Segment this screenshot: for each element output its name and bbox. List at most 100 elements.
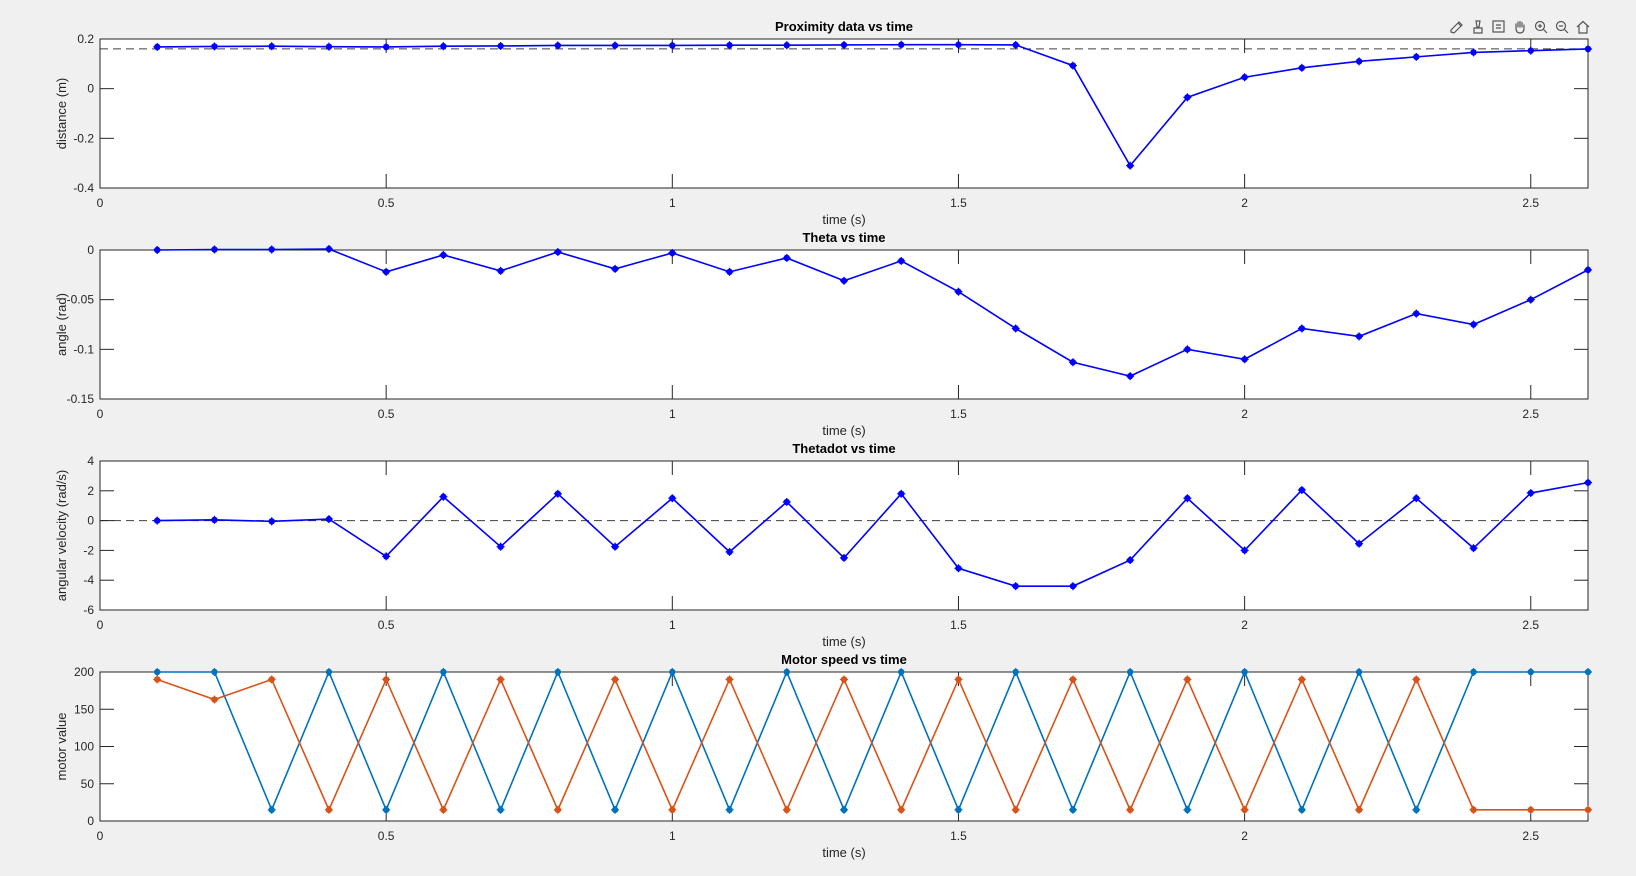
data-point	[1011, 668, 1020, 676]
data-point	[1355, 332, 1364, 341]
data-point	[553, 489, 562, 498]
data-point	[382, 42, 391, 51]
data-point	[1240, 805, 1249, 814]
data-point	[1068, 61, 1077, 70]
x-tick-label: 2.5	[1522, 196, 1539, 210]
x-tick-label: 0.5	[378, 829, 395, 843]
x-tick-label: 1	[669, 196, 676, 210]
data-point	[1526, 46, 1535, 55]
data-point	[1584, 668, 1592, 676]
axes-box	[99, 249, 1589, 400]
data-point	[725, 547, 734, 556]
data-point	[840, 40, 848, 49]
data-point	[1469, 48, 1478, 57]
data-point	[210, 245, 219, 254]
data-point	[1526, 805, 1535, 814]
data-point	[725, 41, 734, 50]
y-tick-label: 0	[87, 243, 94, 257]
x-tick-label: 1	[669, 829, 676, 843]
y-tick-label: 100	[74, 740, 94, 754]
data-point	[668, 805, 677, 814]
data-point	[1526, 295, 1535, 304]
data-point	[897, 40, 906, 49]
data-point	[897, 668, 906, 676]
data-point	[954, 675, 963, 684]
data-point	[725, 267, 734, 276]
data-point	[496, 675, 505, 684]
data-point	[1355, 805, 1364, 814]
pan-hand-icon[interactable]	[1511, 18, 1529, 36]
data-point	[553, 668, 562, 676]
data-point	[897, 256, 906, 265]
series-line-2	[156, 677, 1588, 812]
data-brush-icon[interactable]	[1469, 18, 1487, 36]
x-tick-label: 0	[97, 618, 104, 632]
chart-panel-4: 0 0.5 1 1.5 2 2.5 0 50 100 150 200 Motor speed vs t…	[54, 652, 1592, 860]
data-point	[668, 248, 677, 257]
plot-area	[100, 672, 1588, 821]
data-point	[1297, 675, 1306, 684]
data-point	[1412, 52, 1421, 61]
x-axis-label: time (s)	[822, 212, 865, 227]
data-point	[324, 805, 333, 814]
data-point	[782, 253, 791, 262]
data-point	[324, 245, 333, 254]
y-tick-label: -0.2	[73, 131, 94, 145]
data-point	[210, 42, 219, 51]
chart-panel-3: 0 0.5 1 1.5 2 2.5 -6 -4 -2 0 2 4 Thetadot vs time tim…	[54, 441, 1592, 649]
data-point	[1469, 668, 1478, 676]
x-tick-label: 1	[669, 618, 676, 632]
x-tick-label: 2	[1241, 196, 1248, 210]
data-point	[1297, 486, 1306, 495]
x-tick-label: 1.5	[950, 407, 967, 421]
data-point	[611, 264, 620, 273]
x-tick-label: 2.5	[1522, 829, 1539, 843]
chart-title: Proximity data vs time	[775, 19, 913, 34]
x-tick-label: 2	[1241, 407, 1248, 421]
y-tick-label: 0	[87, 514, 94, 528]
data-point	[439, 492, 448, 501]
data-point	[954, 40, 963, 49]
x-tick-label: 2.5	[1522, 618, 1539, 632]
data-point	[210, 515, 219, 524]
chart-panel-1: 0 0.5 1 1.5 2 2.5 -0.4 -0.2 0 0.2 Proximity data v…	[54, 19, 1592, 227]
data-point	[1469, 805, 1478, 814]
data-point	[782, 497, 791, 506]
y-tick-label: -2	[83, 543, 94, 557]
y-tick-label: 200	[74, 665, 94, 679]
data-point	[1584, 265, 1592, 274]
chart-title: Thetadot vs time	[792, 441, 895, 456]
x-tick-label: 1.5	[950, 618, 967, 632]
data-point	[1011, 324, 1020, 333]
series-line-1	[157, 248, 1589, 377]
data-point	[267, 517, 276, 526]
plot-area	[100, 461, 1588, 610]
zoom-in-icon[interactable]	[1532, 18, 1550, 36]
data-point	[153, 675, 162, 684]
data-point	[668, 41, 677, 50]
data-point	[439, 42, 448, 51]
data-point	[840, 553, 848, 562]
data-point	[1126, 372, 1135, 381]
x-tick-label: 1.5	[950, 196, 967, 210]
data-point	[725, 805, 734, 814]
axes-box	[99, 460, 1589, 611]
data-point	[1240, 668, 1249, 676]
data-point	[1584, 478, 1592, 487]
home-icon[interactable]	[1574, 18, 1592, 36]
y-tick-label: -6	[83, 603, 94, 617]
data-point	[782, 668, 791, 676]
x-tick-label: 2.5	[1522, 407, 1539, 421]
datatip-icon[interactable]	[1490, 18, 1508, 36]
y-tick-label: 4	[87, 454, 94, 468]
brush-edit-icon[interactable]	[1448, 18, 1466, 36]
data-point	[1584, 44, 1592, 53]
data-point	[324, 42, 333, 51]
axes-box	[99, 38, 1589, 189]
y-axis-label: distance (m)	[54, 78, 69, 150]
data-point	[611, 805, 620, 814]
y-tick-label: -4	[83, 573, 94, 587]
data-point	[382, 675, 391, 684]
zoom-out-icon[interactable]	[1553, 18, 1571, 36]
data-point	[382, 267, 391, 276]
